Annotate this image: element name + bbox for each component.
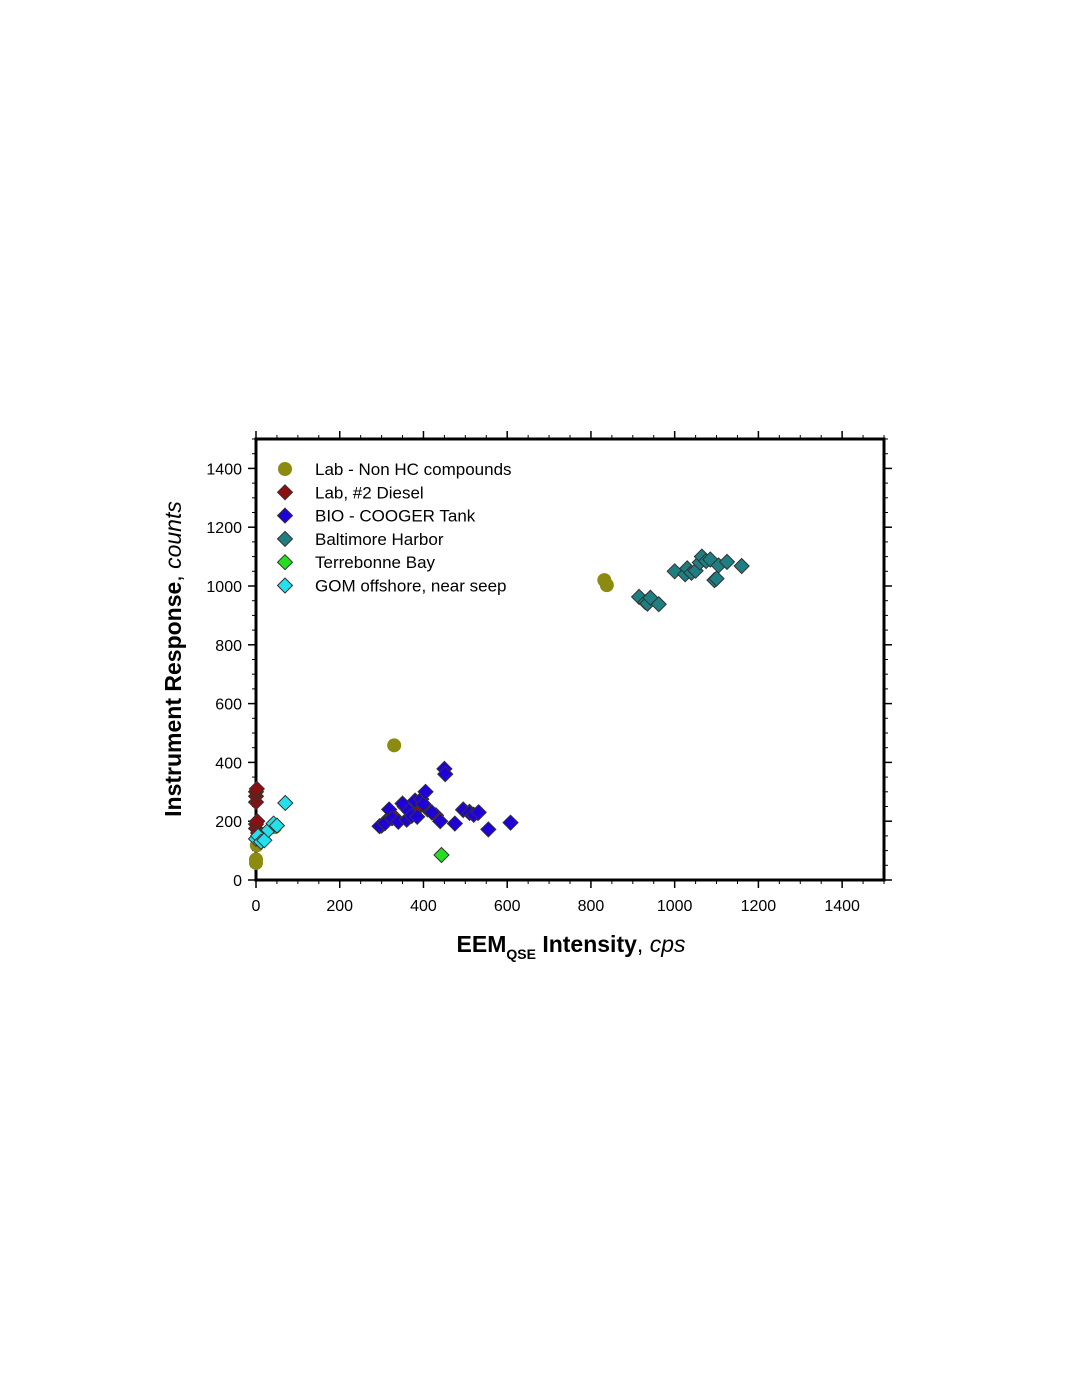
data-point	[248, 780, 266, 798]
data-point	[502, 814, 519, 831]
data-point	[480, 821, 497, 838]
data-point	[733, 557, 750, 575]
legend-marker	[276, 553, 294, 571]
x-tick-label: 400	[410, 898, 437, 915]
y-tick-label: 1400	[206, 461, 242, 478]
plot-frame	[254, 437, 886, 882]
y-axis-title-separator: ,	[160, 569, 186, 582]
y-axis-title: Instrument Response, counts	[160, 501, 186, 817]
data-point	[268, 817, 286, 834]
legend-marker	[276, 577, 294, 594]
data-point	[432, 812, 449, 830]
series-2	[371, 760, 519, 838]
series-4	[433, 846, 450, 864]
y-tick-label: 1200	[206, 520, 242, 537]
data-points	[247, 548, 750, 870]
legend-label: Terrebonne Bay	[315, 553, 436, 572]
y-tick-label: 800	[215, 638, 242, 655]
legend-marker	[276, 530, 294, 548]
x-tick-label: 0	[252, 898, 261, 915]
x-axis-title-rest: Intensity	[536, 931, 637, 957]
data-point	[249, 855, 263, 870]
y-axis-title-main: Instrument Response	[160, 582, 186, 817]
series-0	[249, 573, 614, 870]
y-tick-label: 1000	[206, 579, 242, 596]
x-tick-label: 600	[494, 898, 521, 915]
x-axis-title: EEMQSE Intensity, cps	[457, 931, 686, 962]
x-tick-label: 200	[326, 898, 353, 915]
data-point	[408, 808, 426, 825]
x-tick-label: 1400	[824, 898, 860, 915]
x-axis-title-main: EEM	[457, 931, 507, 957]
data-point	[470, 804, 487, 821]
series-3	[630, 548, 750, 613]
data-point	[650, 596, 667, 613]
legend-label: Lab, #2 Diesel	[315, 483, 424, 502]
x-tick-label: 1000	[657, 898, 693, 915]
legend-marker	[276, 507, 294, 524]
data-point	[708, 570, 725, 587]
data-point	[417, 783, 434, 801]
y-tick-label: 0	[233, 873, 242, 890]
x-tick-label: 1200	[741, 898, 777, 915]
series-5	[247, 794, 294, 850]
x-tick-label: 800	[578, 898, 605, 915]
legend-label: BIO - COOGER Tank	[315, 507, 476, 526]
legend-marker	[276, 484, 294, 501]
data-point	[437, 765, 454, 783]
data-point	[423, 804, 441, 821]
x-axis-title-subscript: QSE	[506, 946, 536, 962]
legend-label: GOM offshore, near seep	[315, 577, 507, 596]
data-point	[415, 795, 432, 813]
y-tick-label: 600	[215, 697, 242, 714]
data-point	[277, 794, 294, 812]
data-point	[387, 738, 402, 753]
series-1	[247, 780, 487, 842]
data-point	[433, 846, 450, 864]
x-axis-title-separator: ,	[637, 931, 650, 957]
legend-marker	[278, 462, 292, 476]
y-tick-label: 200	[215, 814, 242, 831]
data-point	[599, 578, 614, 593]
y-axis-title-unit: counts	[160, 501, 186, 569]
axes: 0 200 400 600 800 1000 1200 1400 0 200 400 600 800 10…	[206, 431, 892, 915]
data-point	[718, 553, 736, 571]
x-axis-title-unit: cps	[650, 931, 686, 957]
legend: Lab - Non HC compounds Lab, #2 Diesel BIO …	[276, 460, 512, 596]
data-point	[446, 815, 464, 832]
legend-label: Lab - Non HC compounds	[315, 460, 512, 479]
y-tick-label: 400	[215, 755, 242, 772]
legend-label: Baltimore Harbor	[315, 530, 444, 549]
